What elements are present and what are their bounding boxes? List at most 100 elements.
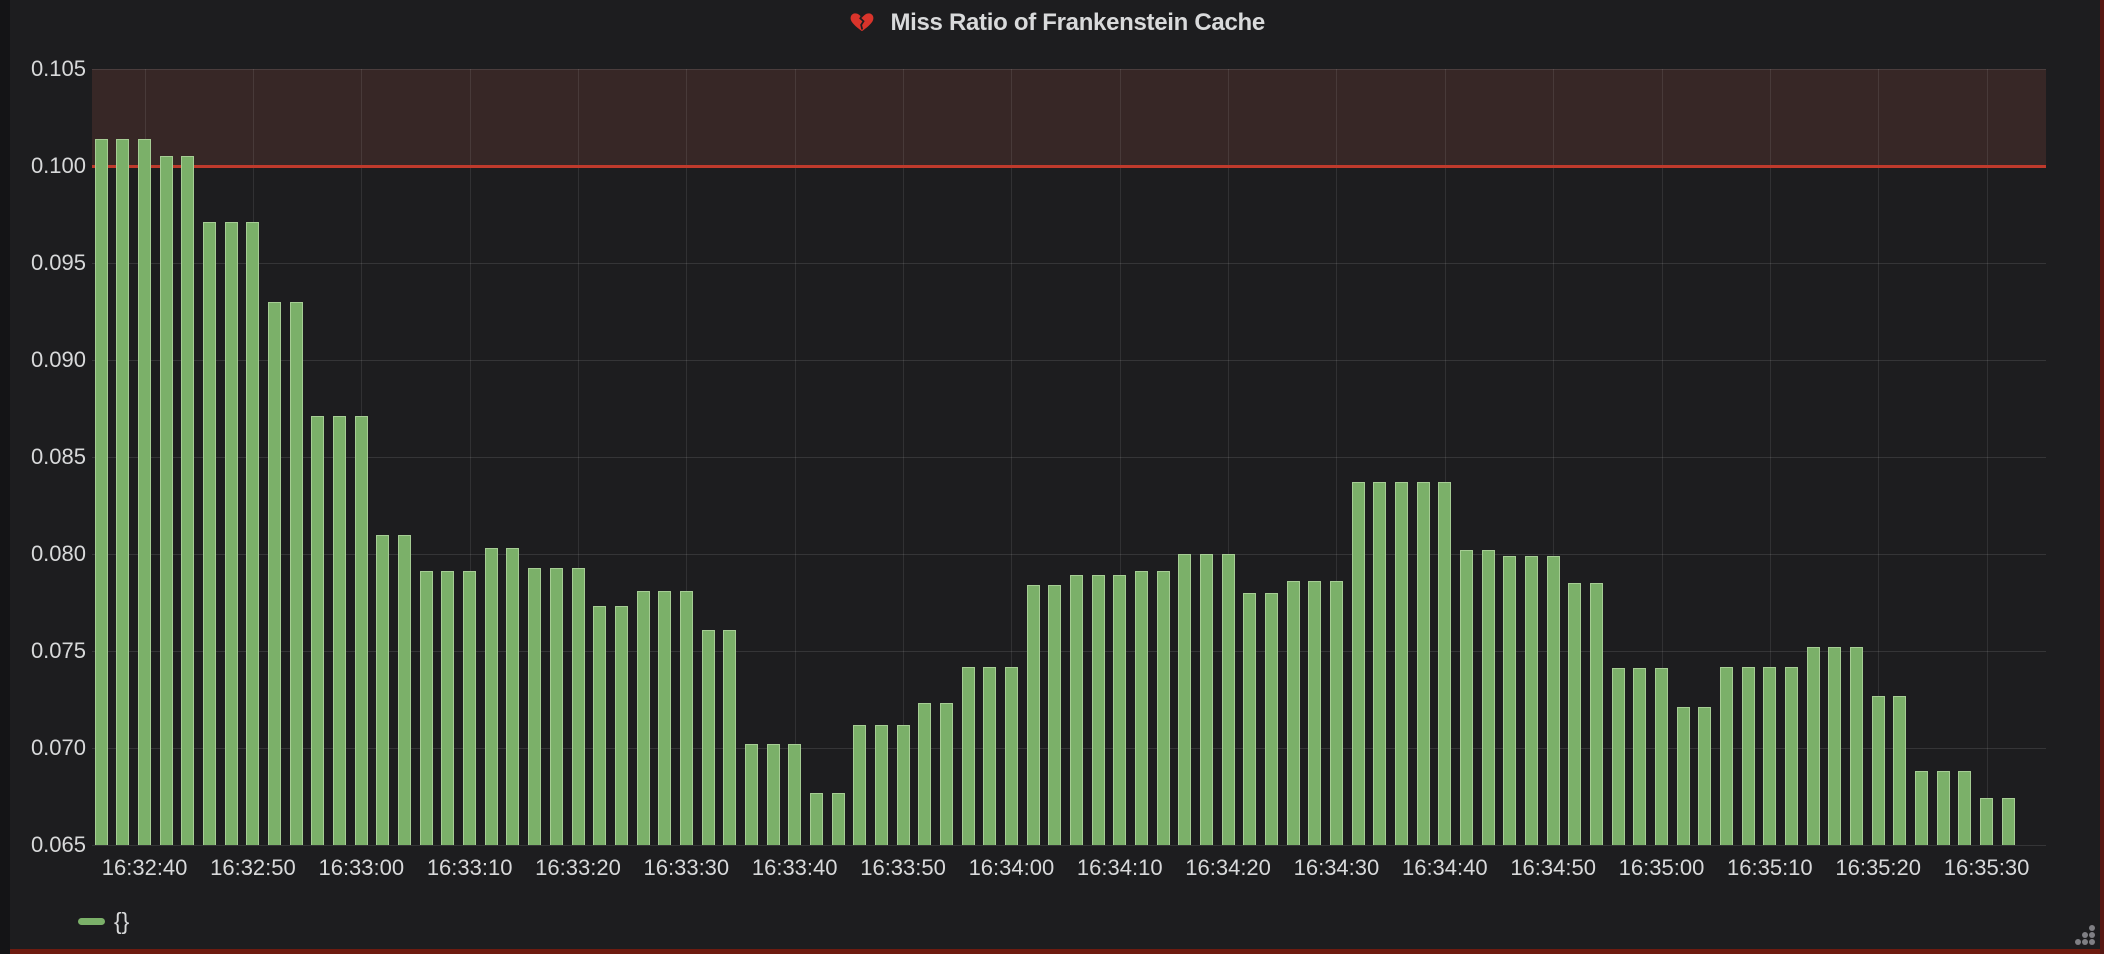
chart-bar[interactable] xyxy=(1351,482,1365,845)
gridline-x xyxy=(1444,69,1446,845)
chart-bar[interactable] xyxy=(1221,554,1235,845)
chart-bar[interactable] xyxy=(1936,771,1950,845)
chart-bar[interactable] xyxy=(1763,666,1777,845)
chart-bar[interactable] xyxy=(528,567,542,845)
chart-bar[interactable] xyxy=(614,606,628,845)
chart-bar[interactable] xyxy=(181,156,195,845)
chart-bar[interactable] xyxy=(398,534,412,845)
chart-bar[interactable] xyxy=(1026,585,1040,845)
chart-bar[interactable] xyxy=(116,138,130,845)
chart-bar[interactable] xyxy=(1438,482,1452,845)
chart-bar[interactable] xyxy=(679,590,693,845)
x-tick-label: 16:34:50 xyxy=(1510,855,1596,880)
chart-bar[interactable] xyxy=(354,416,368,845)
chart-bar[interactable] xyxy=(1178,554,1192,845)
chart-bar[interactable] xyxy=(1416,482,1430,845)
chart-bar[interactable] xyxy=(138,138,152,845)
chart-bar[interactable] xyxy=(1871,695,1885,845)
chart-bar[interactable] xyxy=(1048,585,1062,845)
legend-series-swatch[interactable] xyxy=(78,917,105,925)
chart-bar[interactable] xyxy=(1850,647,1864,845)
chart-bar[interactable] xyxy=(1394,482,1408,845)
chart-bar[interactable] xyxy=(246,222,260,845)
chart-bar[interactable] xyxy=(419,571,433,845)
chart-bar[interactable] xyxy=(506,548,520,845)
chart-bar[interactable] xyxy=(376,534,390,845)
chart-bar[interactable] xyxy=(636,590,650,845)
chart-bar[interactable] xyxy=(1720,666,1733,845)
chart-bar[interactable] xyxy=(1373,482,1387,845)
chart-bar[interactable] xyxy=(1243,592,1257,845)
y-tick-label: 0.080 xyxy=(30,541,86,566)
chart-bar[interactable] xyxy=(549,567,563,845)
chart-bar[interactable] xyxy=(159,156,173,845)
panel-title-text: Miss Ratio of Frankenstein Cache xyxy=(890,9,1265,36)
chart-bar[interactable] xyxy=(853,724,867,845)
chart-bar[interactable] xyxy=(1741,666,1755,845)
chart-bar[interactable] xyxy=(1785,666,1799,845)
chart-bar[interactable] xyxy=(94,138,108,845)
alert-state-border-right xyxy=(2100,0,2104,954)
chart-bar[interactable] xyxy=(1676,707,1690,845)
chart-bar[interactable] xyxy=(289,301,303,845)
chart-bar[interactable] xyxy=(311,416,325,845)
chart-bar[interactable] xyxy=(1069,575,1083,845)
chart-bar[interactable] xyxy=(766,744,780,845)
chart-bar[interactable] xyxy=(2001,798,2015,845)
chart-bar[interactable] xyxy=(1611,668,1625,845)
chart-bar[interactable] xyxy=(1459,550,1473,845)
chart-bar[interactable] xyxy=(1481,550,1495,845)
chart-bar[interactable] xyxy=(744,744,758,845)
chart-bar[interactable] xyxy=(983,666,997,845)
chart-bar[interactable] xyxy=(484,548,498,845)
chart-bar[interactable] xyxy=(1329,581,1343,845)
chart-bar[interactable] xyxy=(723,629,737,845)
chart-bar[interactable] xyxy=(463,571,477,845)
chart-bar[interactable] xyxy=(1980,798,1994,845)
chart-bar[interactable] xyxy=(268,301,282,845)
chart-bar[interactable] xyxy=(939,703,953,845)
chart-bar[interactable] xyxy=(1698,707,1712,845)
chart-bar[interactable] xyxy=(203,222,217,845)
chart-bar[interactable] xyxy=(1633,668,1647,845)
chart-bar[interactable] xyxy=(1134,571,1148,845)
chart-bar[interactable] xyxy=(1893,695,1907,845)
chart-plot-area[interactable]: 0.105 0.100 0.095 0.090 0.085 0.080 0.075 0.070… xyxy=(10,0,2104,954)
chart-bar[interactable] xyxy=(1199,554,1213,845)
chart-bar[interactable] xyxy=(1286,581,1300,845)
chart-bar[interactable] xyxy=(788,744,802,845)
chart-bar[interactable] xyxy=(1264,592,1278,845)
chart-bar[interactable] xyxy=(441,571,455,845)
chart-bar[interactable] xyxy=(961,666,975,845)
chart-bar[interactable] xyxy=(1503,555,1517,845)
chart-bar[interactable] xyxy=(1589,583,1603,845)
panel-resize-handle[interactable] xyxy=(2075,925,2097,947)
chart-bar[interactable] xyxy=(1524,555,1538,845)
chart-bar[interactable] xyxy=(1091,575,1105,845)
chart-bar[interactable] xyxy=(874,724,888,845)
chart-bar[interactable] xyxy=(658,590,672,845)
chart-bar[interactable] xyxy=(1546,555,1560,845)
gridline-x xyxy=(1011,69,1013,845)
panel-title[interactable]: Miss Ratio of Frankenstein Cache xyxy=(10,8,2104,42)
chart-bar[interactable] xyxy=(1156,571,1170,845)
chart-bar[interactable] xyxy=(1828,647,1842,845)
chart-bar[interactable] xyxy=(593,606,607,845)
chart-bar[interactable] xyxy=(896,724,910,845)
chart-bar[interactable] xyxy=(1655,668,1668,845)
chart-bar[interactable] xyxy=(701,629,715,845)
chart-bar[interactable] xyxy=(831,792,845,845)
chart-bar[interactable] xyxy=(224,222,238,845)
chart-bar[interactable] xyxy=(809,792,823,845)
chart-bar[interactable] xyxy=(918,703,932,845)
chart-bar[interactable] xyxy=(1004,666,1018,845)
chart-bar[interactable] xyxy=(1568,583,1582,845)
chart-bar[interactable] xyxy=(1308,581,1322,845)
chart-bar[interactable] xyxy=(1958,771,1972,845)
legend-series-label[interactable]: {} xyxy=(114,908,130,934)
chart-bar[interactable] xyxy=(1113,575,1127,845)
chart-bar[interactable] xyxy=(1806,647,1820,845)
chart-bar[interactable] xyxy=(571,567,585,845)
chart-bar[interactable] xyxy=(1915,771,1929,845)
chart-bar[interactable] xyxy=(333,416,347,845)
